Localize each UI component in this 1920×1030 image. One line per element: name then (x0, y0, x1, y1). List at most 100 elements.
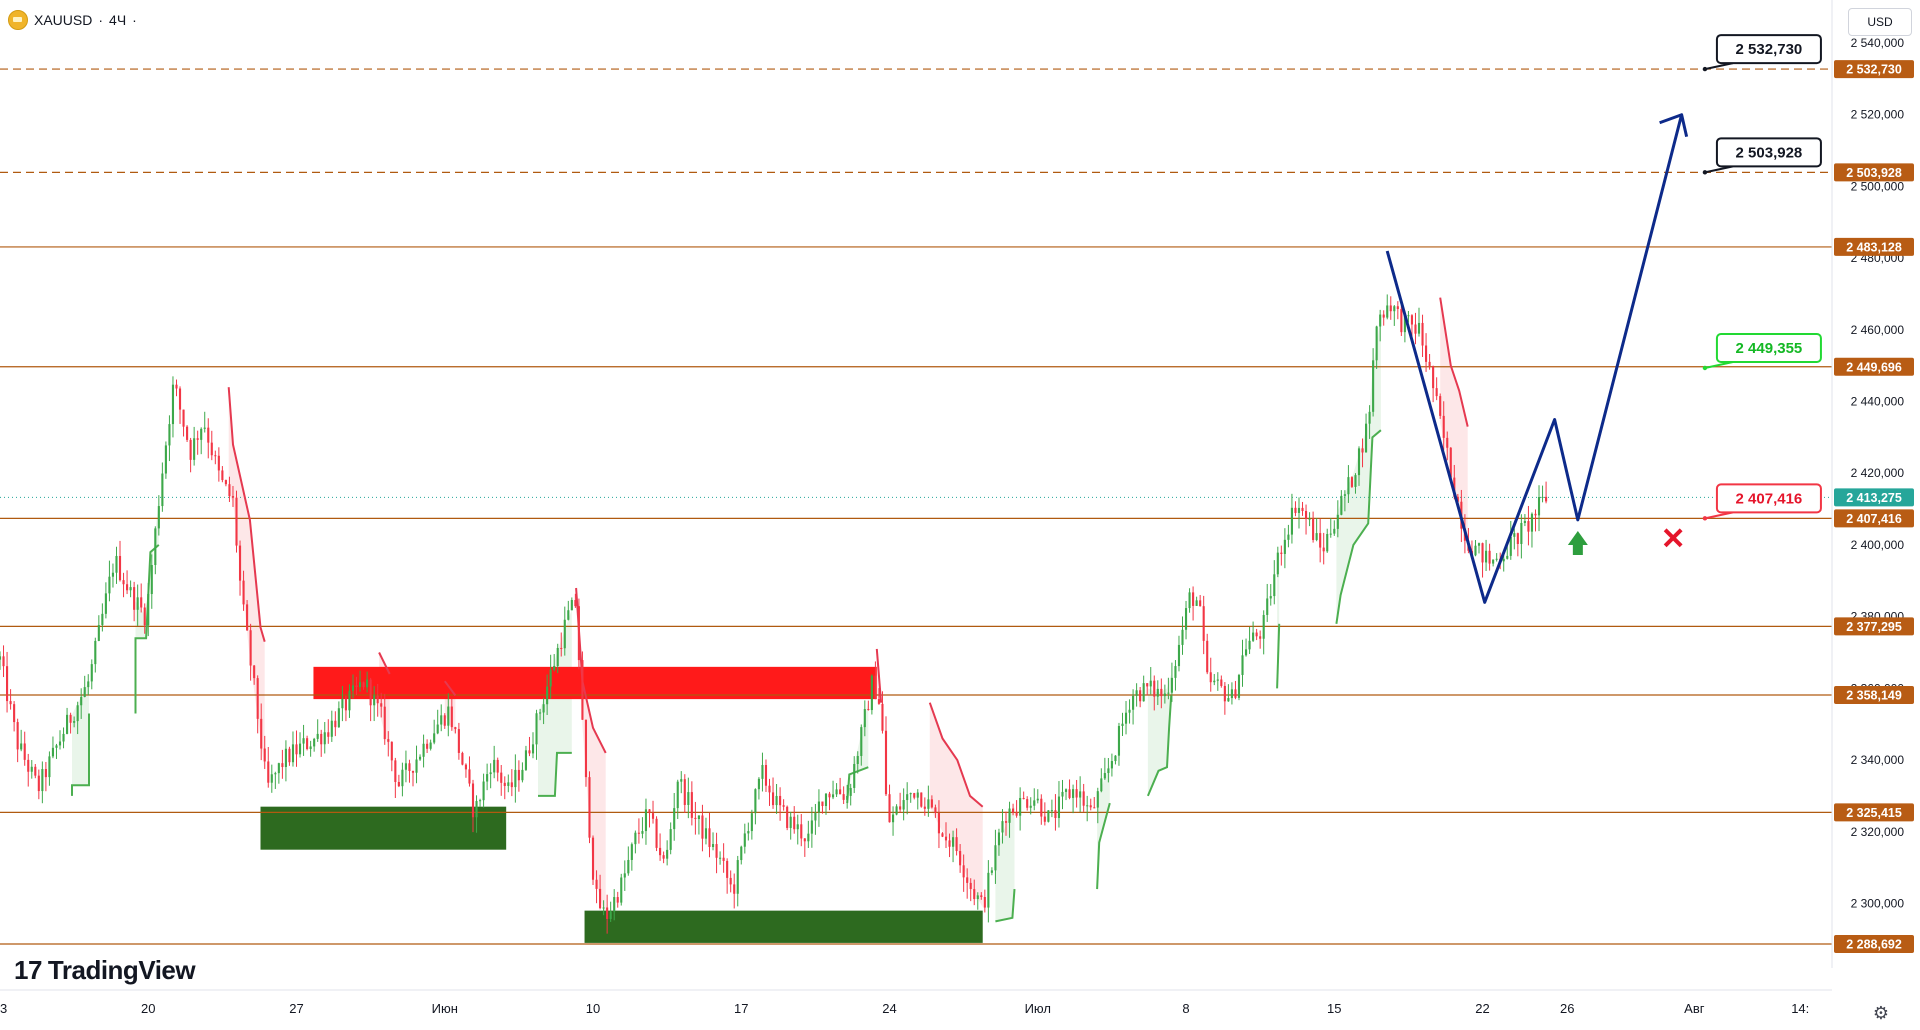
candle-body (80, 696, 83, 706)
candle (906, 782, 909, 815)
candle-body (627, 859, 630, 874)
tradingview-logo[interactable]: 17 TradingView (14, 955, 196, 986)
candle (856, 751, 859, 774)
candle-body (895, 806, 898, 815)
candle (786, 805, 789, 831)
candle (129, 580, 132, 598)
level-tag-label: 2 288,692 (1846, 938, 1902, 952)
candle (58, 730, 62, 750)
candle (1230, 682, 1233, 705)
candle (1290, 493, 1293, 544)
candle-body (697, 815, 700, 820)
candle (1361, 438, 1364, 468)
candle-body (20, 743, 23, 750)
supertrend-bull-fill (1147, 674, 1172, 796)
candle (1372, 348, 1375, 417)
candle (556, 643, 559, 674)
candle-body (1086, 805, 1089, 807)
supertrend-bear-line (928, 702, 984, 808)
candle (147, 582, 150, 637)
candle (941, 832, 944, 838)
candle-body (613, 897, 616, 912)
candle-body (1301, 507, 1304, 511)
candle-body (680, 779, 683, 782)
candle (510, 769, 513, 797)
candle (422, 734, 425, 768)
candle-body (235, 497, 238, 546)
candle (217, 447, 220, 482)
level-tag (1834, 163, 1914, 182)
supertrend-bear-line (443, 680, 457, 697)
symbol-header[interactable]: XAUUSD · 4Ч · (8, 8, 137, 32)
candle (591, 835, 595, 886)
currency-selector[interactable]: USD (1848, 8, 1912, 36)
level-tag (1834, 60, 1914, 79)
candle (644, 798, 648, 845)
candle-body (210, 442, 213, 456)
candle (1301, 501, 1304, 516)
candle-body (23, 743, 26, 760)
candle (37, 769, 40, 800)
candle (277, 762, 280, 784)
candle-body (616, 897, 619, 903)
candle (1375, 325, 1378, 370)
candle-body (634, 832, 637, 845)
candle-body (1244, 649, 1248, 656)
candle-body (411, 771, 415, 773)
timeframe-label[interactable]: 4Ч (109, 12, 127, 28)
candle-body (1283, 539, 1286, 554)
candle-body (1259, 636, 1262, 639)
candle (1276, 546, 1279, 578)
candle-body (1216, 679, 1219, 681)
candle-body (711, 844, 715, 848)
candle-body (987, 872, 990, 908)
candle (627, 846, 630, 876)
candle-body (599, 888, 602, 909)
candle-body (175, 384, 178, 389)
candle-body (913, 793, 916, 798)
candle-body (839, 789, 842, 795)
candle (1350, 476, 1353, 488)
candle-body (1312, 518, 1315, 540)
candle (708, 812, 711, 858)
candle (401, 762, 404, 797)
candle-body (902, 800, 905, 810)
candle (648, 809, 651, 828)
candle-body (1336, 514, 1339, 529)
candle-body (694, 817, 697, 820)
candle-body (962, 865, 965, 878)
candle-body (1089, 805, 1092, 808)
price-callout: 2 449,355 (1702, 333, 1822, 371)
candle-body (803, 838, 806, 842)
time-axis[interactable]: 13 20 27 Июн 10 17 24 Июл 8 15 22 26 Авг 14: (0, 989, 1832, 1016)
candle-body (231, 496, 235, 498)
symbol-name[interactable]: XAUUSD (34, 12, 93, 28)
candle-body (1315, 533, 1318, 540)
candle-body (1139, 690, 1142, 702)
candle (1439, 393, 1442, 419)
candle-body (479, 800, 482, 802)
candle (1315, 518, 1318, 542)
price-callout: 2 532,730 (1702, 34, 1822, 72)
candle-body (284, 748, 287, 768)
candle (736, 855, 739, 907)
candle-body (524, 750, 528, 770)
candle-body (73, 721, 76, 723)
candle (90, 659, 93, 690)
candle (828, 791, 831, 811)
candle (1319, 518, 1322, 563)
candle-body (263, 748, 266, 762)
candle (111, 563, 115, 588)
price-tick-label: 2 540,000 (1851, 36, 1905, 50)
candle (334, 711, 337, 737)
candle (761, 752, 764, 792)
candle-body (1004, 821, 1008, 823)
supertrend-bear-fill (576, 588, 606, 918)
candle (634, 830, 637, 854)
candle (1149, 667, 1152, 695)
price-tick-label: 2 520,000 (1851, 108, 1905, 122)
settings-icon[interactable]: ⚙ (1872, 1003, 1890, 1023)
candle (440, 704, 443, 732)
